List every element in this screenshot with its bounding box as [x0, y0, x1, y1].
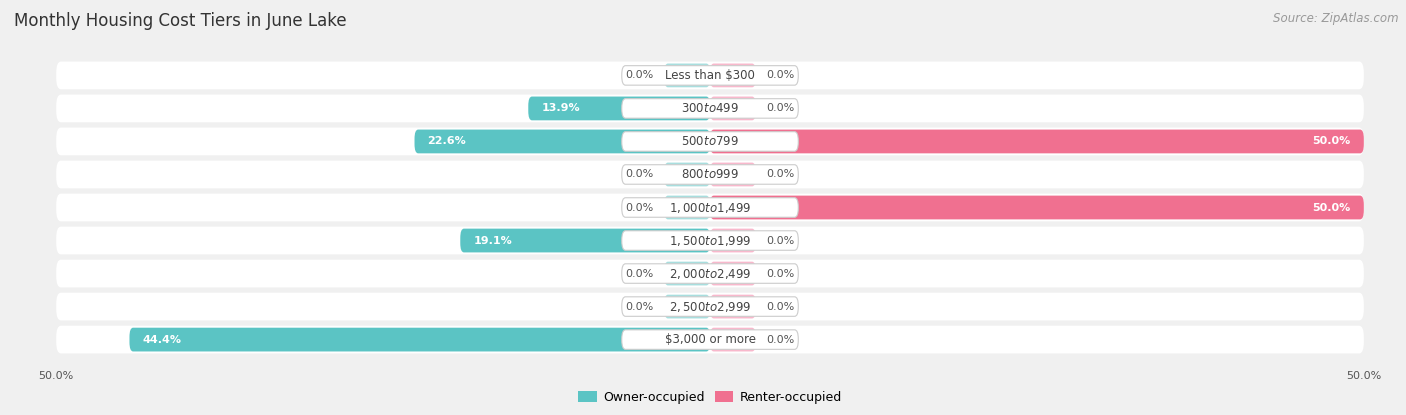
Text: Source: ZipAtlas.com: Source: ZipAtlas.com [1274, 12, 1399, 25]
Text: 0.0%: 0.0% [766, 334, 794, 344]
Text: Monthly Housing Cost Tiers in June Lake: Monthly Housing Cost Tiers in June Lake [14, 12, 347, 30]
Text: 19.1%: 19.1% [474, 236, 512, 246]
FancyBboxPatch shape [710, 261, 756, 286]
Text: 0.0%: 0.0% [626, 302, 654, 312]
FancyBboxPatch shape [710, 97, 756, 120]
FancyBboxPatch shape [621, 330, 799, 349]
Text: 0.0%: 0.0% [626, 71, 654, 81]
FancyBboxPatch shape [710, 129, 1364, 154]
Text: $2,000 to $2,499: $2,000 to $2,499 [669, 266, 751, 281]
Text: 0.0%: 0.0% [766, 71, 794, 81]
Text: $300 to $499: $300 to $499 [681, 102, 740, 115]
Text: 0.0%: 0.0% [766, 236, 794, 246]
FancyBboxPatch shape [56, 326, 1364, 354]
FancyBboxPatch shape [664, 295, 710, 318]
FancyBboxPatch shape [129, 328, 710, 352]
FancyBboxPatch shape [710, 163, 756, 186]
Text: $1,500 to $1,999: $1,500 to $1,999 [669, 234, 751, 247]
FancyBboxPatch shape [664, 261, 710, 286]
FancyBboxPatch shape [710, 328, 756, 352]
Text: 50.0%: 50.0% [1312, 137, 1351, 146]
FancyBboxPatch shape [56, 95, 1364, 122]
Text: $500 to $799: $500 to $799 [681, 135, 740, 148]
FancyBboxPatch shape [415, 129, 710, 154]
FancyBboxPatch shape [710, 63, 756, 87]
Text: 0.0%: 0.0% [766, 169, 794, 179]
FancyBboxPatch shape [621, 99, 799, 118]
Text: 0.0%: 0.0% [766, 103, 794, 113]
Text: $1,000 to $1,499: $1,000 to $1,499 [669, 200, 751, 215]
FancyBboxPatch shape [621, 66, 799, 85]
Text: 0.0%: 0.0% [766, 269, 794, 278]
FancyBboxPatch shape [56, 61, 1364, 89]
FancyBboxPatch shape [529, 97, 710, 120]
FancyBboxPatch shape [710, 295, 756, 318]
Text: 22.6%: 22.6% [427, 137, 467, 146]
Text: Less than $300: Less than $300 [665, 69, 755, 82]
Text: 0.0%: 0.0% [626, 269, 654, 278]
FancyBboxPatch shape [621, 132, 799, 151]
Text: $2,500 to $2,999: $2,500 to $2,999 [669, 300, 751, 314]
FancyBboxPatch shape [460, 229, 710, 252]
FancyBboxPatch shape [56, 194, 1364, 221]
Text: $3,000 or more: $3,000 or more [665, 333, 755, 346]
FancyBboxPatch shape [621, 297, 799, 316]
FancyBboxPatch shape [56, 260, 1364, 288]
FancyBboxPatch shape [664, 63, 710, 87]
FancyBboxPatch shape [56, 161, 1364, 188]
Text: $800 to $999: $800 to $999 [681, 168, 740, 181]
FancyBboxPatch shape [621, 198, 799, 217]
FancyBboxPatch shape [621, 231, 799, 250]
Text: 50.0%: 50.0% [1312, 203, 1351, 212]
FancyBboxPatch shape [710, 195, 1364, 220]
FancyBboxPatch shape [56, 227, 1364, 254]
Text: 0.0%: 0.0% [626, 169, 654, 179]
FancyBboxPatch shape [621, 264, 799, 283]
FancyBboxPatch shape [710, 229, 756, 252]
FancyBboxPatch shape [664, 195, 710, 220]
Text: 13.9%: 13.9% [541, 103, 581, 113]
Text: 44.4%: 44.4% [142, 334, 181, 344]
Text: 0.0%: 0.0% [626, 203, 654, 212]
FancyBboxPatch shape [56, 127, 1364, 155]
Text: 0.0%: 0.0% [766, 302, 794, 312]
FancyBboxPatch shape [664, 163, 710, 186]
Legend: Owner-occupied, Renter-occupied: Owner-occupied, Renter-occupied [578, 391, 842, 404]
FancyBboxPatch shape [56, 293, 1364, 320]
FancyBboxPatch shape [621, 165, 799, 184]
